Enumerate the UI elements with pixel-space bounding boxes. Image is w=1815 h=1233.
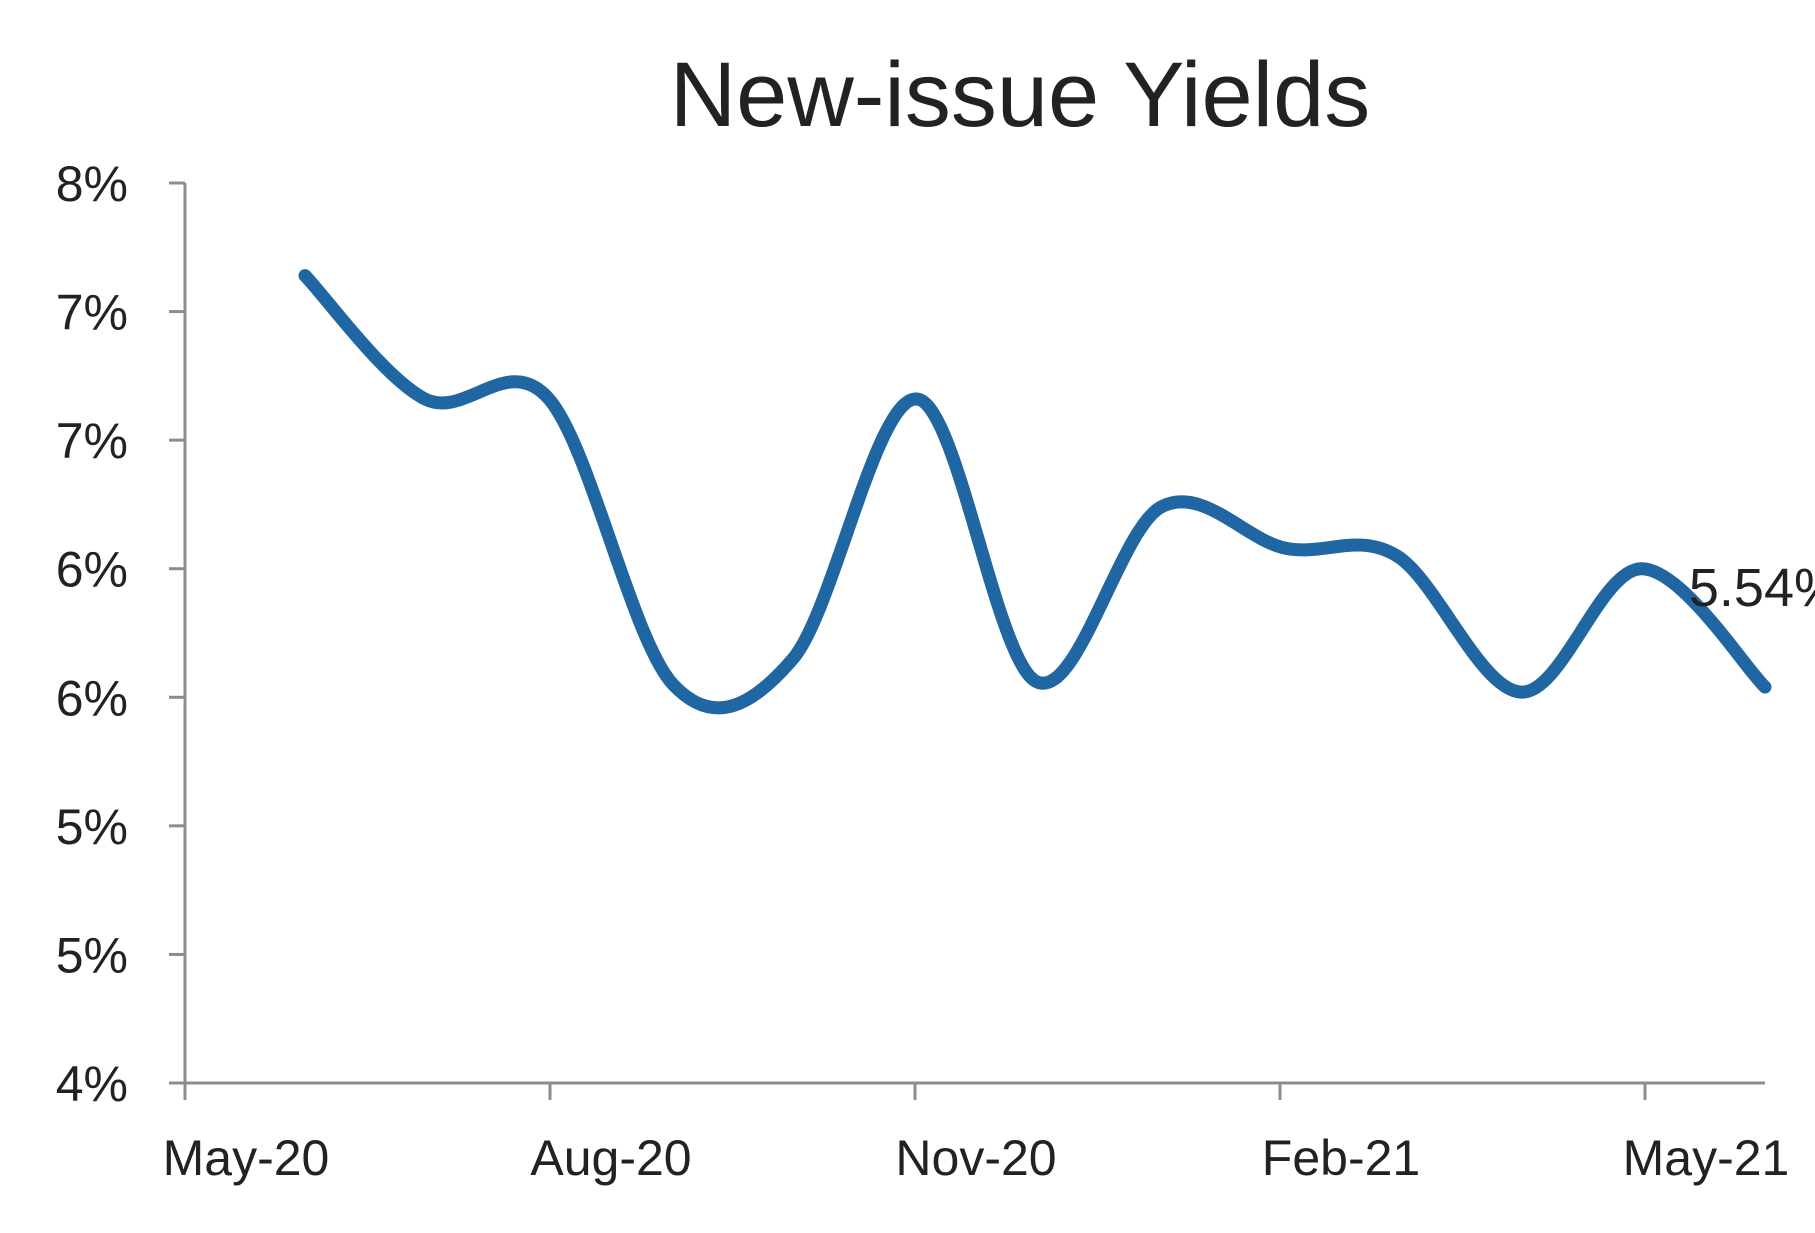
x-tick-label: May-21 [1623,1130,1790,1186]
y-tick-label: 4% [56,1056,128,1112]
x-tick-label: Aug-20 [530,1130,691,1186]
x-tick-label: Feb-21 [1262,1130,1420,1186]
series-layer [305,276,1765,708]
y-axis: 4% 5% 5% 6% 6% 7% 7% 8% [56,156,185,1112]
x-tick-label: Nov-20 [895,1130,1056,1186]
y-tick-label: 6% [56,542,128,598]
x-tick-label: May-20 [163,1130,330,1186]
last-value-label: 5.54% [1689,558,1815,618]
x-axis: May-20 Aug-20 Nov-20 Feb-21 May-21 [163,1083,1790,1186]
data-label-layer: 5.54% [1689,558,1815,618]
chart-title: New-issue Yields [670,44,1371,146]
y-tick-label: 7% [56,285,128,341]
yield-series-line [305,276,1765,708]
y-tick-label: 5% [56,927,128,983]
y-tick-label: 6% [56,670,128,726]
y-tick-label: 5% [56,799,128,855]
y-tick-label: 8% [56,156,128,212]
y-tick-label: 7% [56,413,128,469]
